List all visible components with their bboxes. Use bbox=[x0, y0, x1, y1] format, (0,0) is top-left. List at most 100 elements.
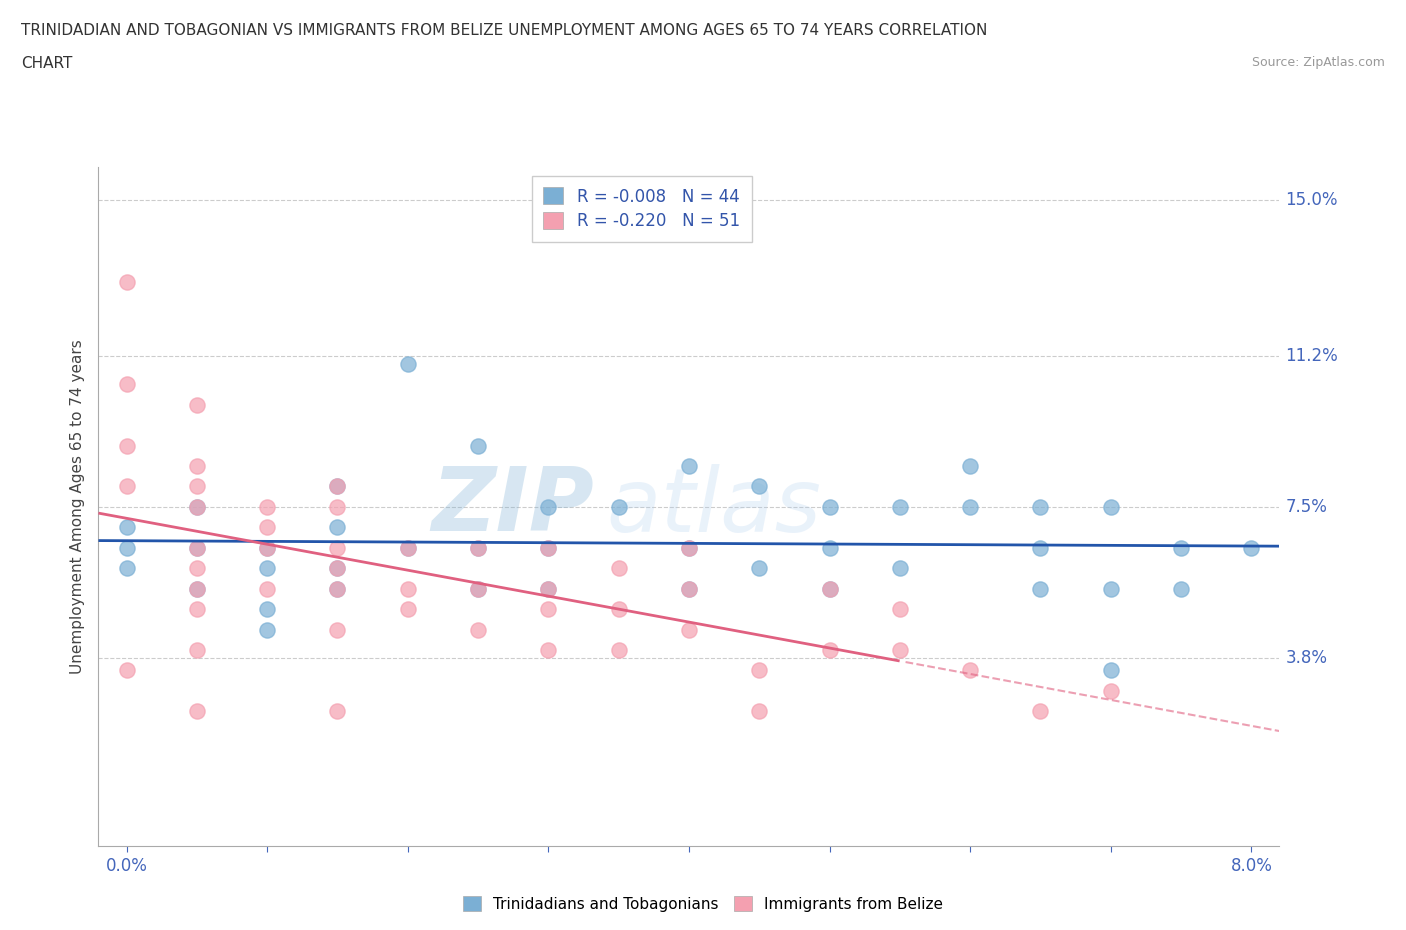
Point bbox=[889, 643, 911, 658]
Point bbox=[889, 561, 911, 576]
Point bbox=[326, 540, 349, 555]
Legend: Trinidadians and Tobagonians, Immigrants from Belize: Trinidadians and Tobagonians, Immigrants… bbox=[457, 889, 949, 918]
Point bbox=[186, 499, 208, 514]
Point bbox=[748, 479, 770, 494]
Point bbox=[186, 499, 208, 514]
Point bbox=[115, 479, 138, 494]
Text: ZIP: ZIP bbox=[432, 463, 595, 551]
Point bbox=[607, 499, 630, 514]
Point bbox=[678, 581, 700, 596]
Point bbox=[1099, 499, 1122, 514]
Point bbox=[818, 499, 841, 514]
Point bbox=[1029, 704, 1052, 719]
Point bbox=[1099, 663, 1122, 678]
Point bbox=[396, 540, 419, 555]
Point bbox=[256, 520, 278, 535]
Point bbox=[115, 561, 138, 576]
Point bbox=[959, 458, 981, 473]
Point bbox=[256, 622, 278, 637]
Point bbox=[678, 540, 700, 555]
Point bbox=[467, 581, 489, 596]
Point bbox=[115, 520, 138, 535]
Point bbox=[537, 499, 560, 514]
Point bbox=[396, 602, 419, 617]
Point bbox=[186, 540, 208, 555]
Point bbox=[326, 520, 349, 535]
Point bbox=[256, 540, 278, 555]
Point bbox=[186, 581, 208, 596]
Point bbox=[326, 561, 349, 576]
Point bbox=[396, 356, 419, 371]
Point bbox=[186, 704, 208, 719]
Point bbox=[1170, 581, 1192, 596]
Text: Source: ZipAtlas.com: Source: ZipAtlas.com bbox=[1251, 56, 1385, 69]
Point bbox=[1029, 540, 1052, 555]
Point bbox=[186, 643, 208, 658]
Point bbox=[1029, 499, 1052, 514]
Point bbox=[115, 540, 138, 555]
Point bbox=[467, 540, 489, 555]
Point bbox=[818, 581, 841, 596]
Point bbox=[537, 581, 560, 596]
Point bbox=[959, 663, 981, 678]
Point bbox=[818, 643, 841, 658]
Point bbox=[1240, 540, 1263, 555]
Point bbox=[467, 581, 489, 596]
Point bbox=[186, 540, 208, 555]
Point bbox=[186, 458, 208, 473]
Point bbox=[537, 643, 560, 658]
Point bbox=[1170, 540, 1192, 555]
Text: 7.5%: 7.5% bbox=[1285, 498, 1327, 516]
Point bbox=[396, 540, 419, 555]
Point bbox=[326, 581, 349, 596]
Point bbox=[326, 561, 349, 576]
Point bbox=[186, 602, 208, 617]
Point bbox=[326, 499, 349, 514]
Text: 11.2%: 11.2% bbox=[1285, 347, 1339, 365]
Point bbox=[115, 377, 138, 392]
Point bbox=[889, 602, 911, 617]
Point bbox=[537, 581, 560, 596]
Point bbox=[396, 581, 419, 596]
Point bbox=[115, 663, 138, 678]
Point bbox=[186, 561, 208, 576]
Point bbox=[326, 704, 349, 719]
Point bbox=[959, 499, 981, 514]
Text: 3.8%: 3.8% bbox=[1285, 649, 1327, 667]
Point bbox=[186, 397, 208, 412]
Point bbox=[678, 458, 700, 473]
Y-axis label: Unemployment Among Ages 65 to 74 years: Unemployment Among Ages 65 to 74 years bbox=[70, 339, 86, 674]
Text: CHART: CHART bbox=[21, 56, 73, 71]
Point bbox=[678, 540, 700, 555]
Point bbox=[607, 602, 630, 617]
Point bbox=[678, 581, 700, 596]
Point bbox=[256, 540, 278, 555]
Point bbox=[326, 622, 349, 637]
Legend: R = -0.008   N = 44, R = -0.220   N = 51: R = -0.008 N = 44, R = -0.220 N = 51 bbox=[531, 176, 752, 242]
Point bbox=[186, 479, 208, 494]
Point bbox=[1099, 581, 1122, 596]
Point bbox=[256, 561, 278, 576]
Point bbox=[256, 602, 278, 617]
Point bbox=[818, 581, 841, 596]
Point bbox=[256, 581, 278, 596]
Point bbox=[326, 479, 349, 494]
Text: atlas: atlas bbox=[606, 464, 821, 550]
Point bbox=[607, 643, 630, 658]
Point bbox=[326, 581, 349, 596]
Point bbox=[607, 561, 630, 576]
Point bbox=[537, 540, 560, 555]
Point bbox=[467, 540, 489, 555]
Point bbox=[748, 561, 770, 576]
Point bbox=[537, 540, 560, 555]
Point bbox=[889, 499, 911, 514]
Point bbox=[678, 622, 700, 637]
Point bbox=[1099, 684, 1122, 698]
Point bbox=[748, 663, 770, 678]
Point bbox=[467, 438, 489, 453]
Point bbox=[256, 499, 278, 514]
Point bbox=[467, 622, 489, 637]
Point bbox=[1029, 581, 1052, 596]
Point bbox=[186, 581, 208, 596]
Point bbox=[115, 438, 138, 453]
